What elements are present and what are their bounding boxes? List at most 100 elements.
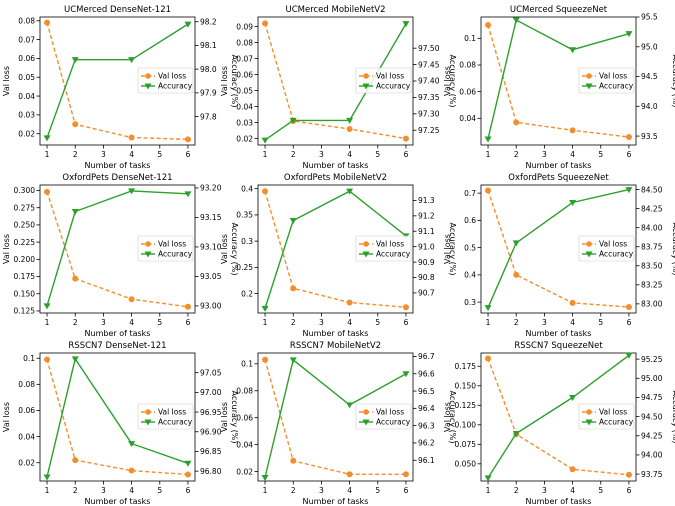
legend-box (355, 67, 412, 94)
y2-tick-label: 83.00 (641, 300, 663, 309)
accuracy-marker (512, 240, 520, 247)
y-tick-label: 0.02 (236, 467, 253, 476)
x-tick-label: 2 (291, 318, 296, 327)
legend-label: Accuracy (376, 418, 411, 427)
y-tick-label: 0.250 (14, 221, 36, 230)
x-tick-label: 6 (627, 318, 632, 327)
y-tick-label: 0.5 (464, 243, 476, 252)
accuracy-marker (289, 217, 297, 224)
y2-tick-label: 91.2 (418, 212, 435, 221)
legend-box (137, 67, 194, 94)
legend-box (578, 67, 635, 94)
x-axis-label: Number of tasks (526, 497, 592, 506)
subplot: RSSCN7 DenseNet-121 1 2 3 4 5 6 Number of tasks… (2, 341, 239, 506)
val-loss-line (46, 22, 189, 141)
y-tick-label: 0.03 (18, 111, 35, 120)
legend-marker-triangle (362, 83, 370, 90)
y-axis-label: Val loss (220, 66, 229, 96)
x-tick-label: 6 (627, 150, 632, 159)
legend-box (578, 235, 635, 262)
legend-marker-circle (363, 73, 369, 79)
y-tick-label: 0.08 (459, 61, 476, 70)
x-tick-label: 3 (319, 486, 324, 495)
y-tick-label: 0.2 (241, 289, 253, 298)
subplot: UCMerced MobileNetV2 1 2 3 4 5 6 Number of task… (220, 5, 457, 170)
val-loss-line (264, 191, 407, 308)
y2-axis-label: Accuracy (%) (671, 391, 675, 444)
legend-marker-triangle (585, 251, 593, 258)
x-tick-label: 1 (263, 150, 268, 159)
val-loss-marker (402, 471, 409, 478)
legend-marker-triangle (585, 83, 593, 90)
legend-label: Val loss (599, 408, 627, 417)
plot-frame (39, 184, 196, 314)
y-tick-label: 0.3 (241, 237, 253, 246)
y2-tick-label: 97.25 (418, 126, 440, 135)
val-loss-marker (485, 22, 492, 28)
y2-tick-label: 97.8 (200, 112, 217, 121)
y2-tick-label: 93.5 (641, 132, 658, 141)
x-axis-label: Number of tasks (526, 329, 592, 338)
legend-label: Val loss (158, 72, 186, 81)
accuracy-marker (71, 209, 79, 216)
x-tick-label: 2 (291, 486, 296, 495)
y2-tick-label: 96.95 (200, 408, 222, 417)
subplot: RSSCN7 MobileNetV2 1 2 3 4 5 6 Number of tasks 0… (220, 341, 457, 506)
y-axis-label: Val loss (2, 402, 11, 432)
x-tick-label: 5 (157, 486, 162, 495)
x-tick-label: 5 (375, 318, 380, 327)
x-tick-label: 4 (570, 150, 575, 159)
subplot: OxfordPets DenseNet-121 1 2 3 4 5 6 Number of t… (2, 173, 239, 338)
accuracy-marker (261, 305, 269, 312)
legend-marker-circle (145, 241, 151, 247)
val-loss-marker (625, 471, 632, 478)
x-tick-label: 3 (101, 318, 106, 327)
legend-marker-circle (586, 409, 592, 415)
y-tick-label: 0.08 (18, 380, 35, 389)
y-tick-label: 0.175 (455, 362, 477, 371)
legend-label: Accuracy (376, 82, 411, 91)
accuracy-marker (128, 188, 136, 195)
x-tick-label: 5 (375, 150, 380, 159)
y-tick-label: 0.25 (236, 263, 253, 272)
val-loss-line (46, 191, 189, 308)
plot-frame (257, 184, 414, 314)
y2-tick-label: 96.5 (418, 387, 435, 396)
x-tick-label: 6 (186, 486, 191, 495)
y2-tick-label: 94.0 (641, 102, 658, 111)
accuracy-marker (569, 200, 577, 207)
accuracy-line (487, 354, 630, 479)
y2-axis-label: Accuracy (%) (448, 223, 457, 276)
y2-axis-label: Accuracy (%) (230, 55, 239, 108)
y2-tick-label: 96.80 (200, 467, 222, 476)
y-tick-label: 0.175 (14, 272, 36, 281)
x-tick-label: 3 (101, 150, 106, 159)
y-tick-label: 0.6 (464, 216, 476, 225)
x-axis-label: Number of tasks (85, 497, 151, 506)
subplot-title: OxfordPets SqueezeNet (508, 173, 609, 183)
val-loss-line (264, 23, 407, 140)
accuracy-marker (625, 31, 633, 38)
y-tick-label: 0.225 (14, 238, 36, 247)
val-loss-marker (262, 356, 269, 363)
subplot-title: UCMerced MobileNetV2 (285, 5, 385, 15)
y2-tick-label: 97.50 (418, 44, 440, 53)
accuracy-marker (128, 441, 136, 448)
accuracy-line (264, 358, 407, 478)
y2-tick-label: 96.4 (418, 404, 435, 413)
subplot-title: RSSCN7 DenseNet-121 (68, 341, 166, 351)
x-tick-label: 6 (627, 486, 632, 495)
accuracy-marker (569, 47, 577, 54)
legend-label: Val loss (599, 240, 627, 249)
x-tick-label: 2 (514, 318, 519, 327)
plot-frame (480, 184, 637, 314)
y2-tick-label: 94.00 (641, 451, 663, 460)
x-tick-label: 1 (45, 150, 50, 159)
y2-tick-label: 95.00 (641, 374, 663, 383)
y-tick-label: 0.04 (18, 432, 35, 441)
y-axis-label: Val loss (443, 402, 452, 432)
x-tick-label: 2 (514, 486, 519, 495)
y-tick-label: 0.02 (18, 458, 35, 467)
y-tick-label: 0.3 (464, 298, 476, 307)
